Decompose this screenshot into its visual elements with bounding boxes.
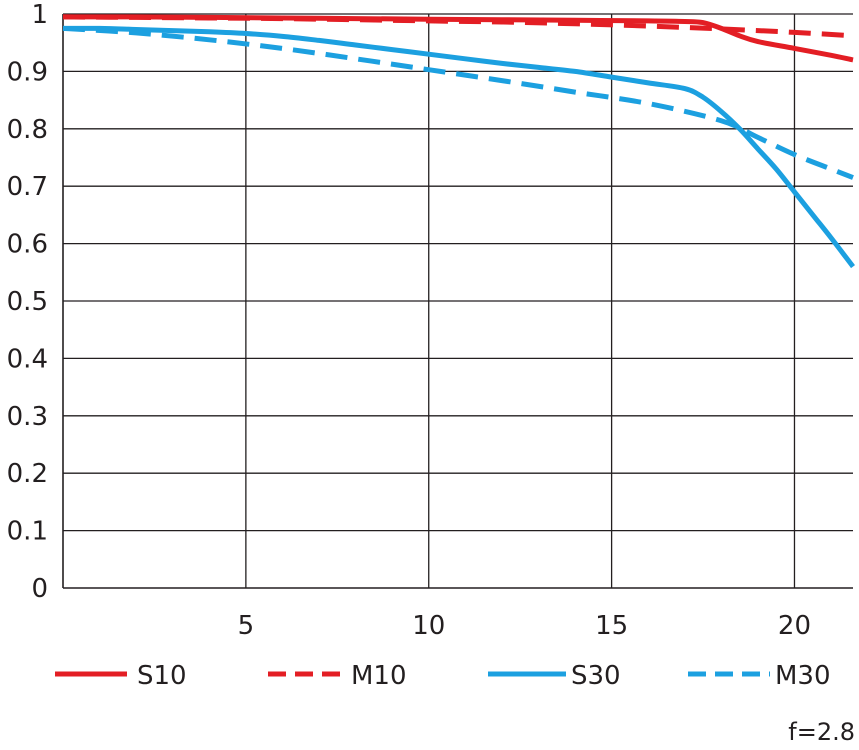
y-tick-label: 0.2 [7, 459, 48, 489]
x-tick-label: 10 [412, 611, 445, 641]
y-tick-label: 0.3 [7, 402, 48, 432]
legend-label-m30: M30 [775, 661, 831, 691]
x-tick-label: 5 [238, 611, 255, 641]
y-tick-label: 0.9 [7, 57, 48, 87]
legend-label-m10: M10 [351, 661, 407, 691]
legend-label-s30: S30 [571, 661, 621, 691]
y-tick-label: 0.5 [7, 287, 48, 317]
legend: S10 M10 S30 M30 [55, 661, 831, 691]
legend-label-s10: S10 [137, 661, 187, 691]
y-tick-label: 0 [31, 574, 48, 604]
y-tick-label: 0.8 [7, 115, 48, 145]
series-lines [62, 14, 855, 269]
y-tick-label: 0.1 [7, 517, 48, 547]
series-line-m10 [62, 14, 854, 39]
series-line-s30 [62, 25, 855, 269]
y-tick-label: 0.4 [7, 344, 48, 374]
x-tick-label: 15 [595, 611, 628, 641]
y-tick-labels: 0 0.1 0.2 0.3 0.4 0.5 0.6 0.7 0.8 0.9 1 [7, 0, 48, 604]
aperture-note: f=2.8 [788, 718, 855, 746]
series-line-m30 [62, 25, 854, 180]
y-tick-label: 1 [31, 0, 48, 30]
y-tick-label: 0.6 [7, 230, 48, 260]
y-tick-label: 0.7 [7, 172, 48, 202]
x-tick-label: 20 [778, 611, 811, 641]
grid-lines [63, 13, 853, 588]
axes [62, 14, 853, 589]
x-tick-labels: 5 10 15 20 [238, 611, 811, 641]
